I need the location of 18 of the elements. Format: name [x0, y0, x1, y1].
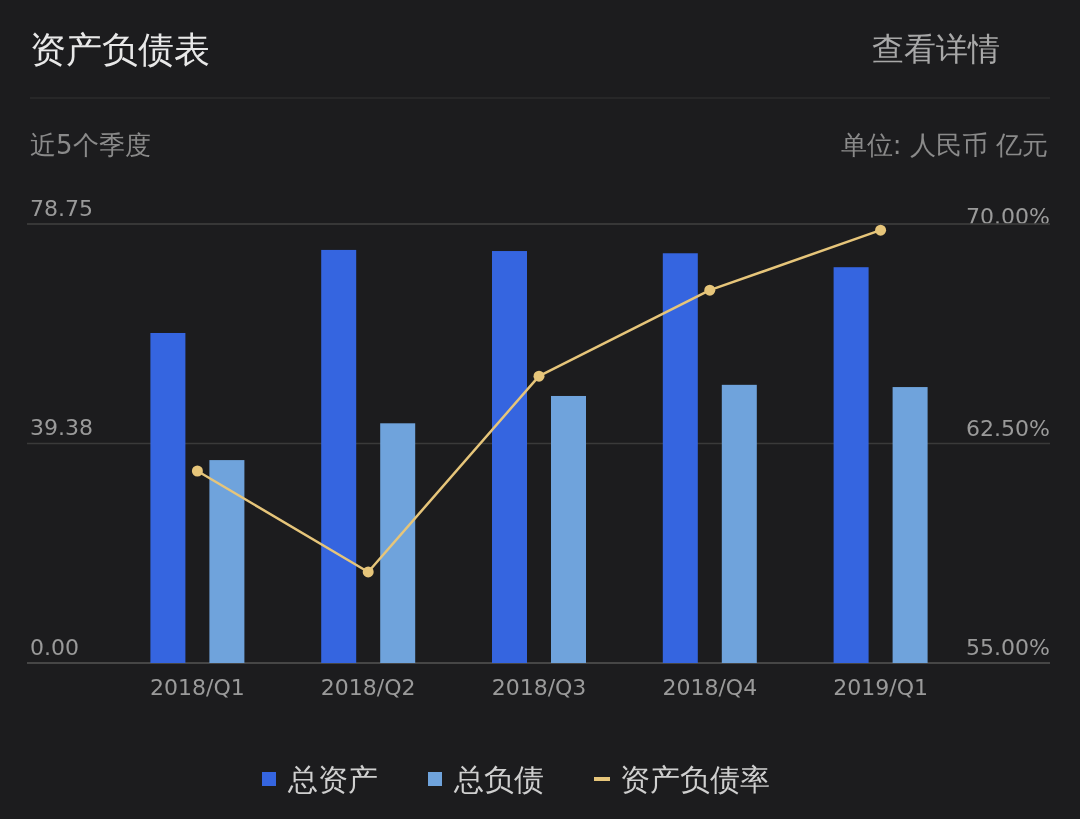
- x-tick-label: 2018/Q4: [662, 675, 758, 700]
- y2-tick-label: 70.00%: [966, 204, 1050, 229]
- y-tick-label: 39.38: [30, 415, 93, 441]
- text: 单位: 人民币 亿元: [840, 130, 1048, 160]
- y-tick-label: 78.75: [30, 196, 93, 221]
- legend-label: 总资产: [287, 762, 378, 797]
- y2-tick-label: 55.00%: [966, 635, 1050, 660]
- x-tick-label: 2018/Q2: [320, 675, 416, 700]
- x-tick-label: 2019/Q1: [833, 675, 928, 700]
- y2-tick-label: 62.50%: [966, 415, 1050, 441]
- chart-title: 资产负债表: [30, 29, 210, 70]
- x-tick-label: 2018/Q1: [150, 675, 245, 700]
- chart-subtitle: 近5个季度: [30, 130, 151, 160]
- x-tick-label: 2018/Q3: [491, 675, 587, 700]
- y-tick-label: 0.00: [30, 635, 79, 660]
- legend-label: 总负债: [453, 762, 544, 797]
- text: 查看详情: [872, 30, 1000, 68]
- legend-label: 资产负债率: [620, 762, 770, 797]
